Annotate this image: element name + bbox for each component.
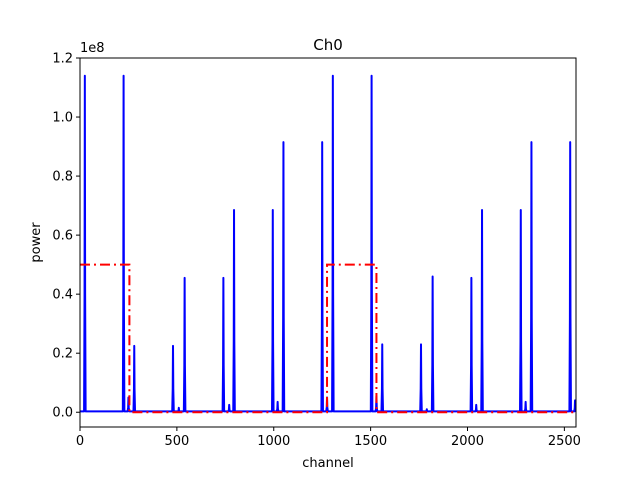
chart-title: Ch0 (313, 36, 343, 54)
axis-ticks: 0 500 1000 1500 2000 2500 0.0 0.2 0.4 0.6 0.8 1.0 1.… (52, 52, 581, 450)
x-tick-label: 2000 (451, 434, 484, 449)
x-tick-label: 1500 (354, 434, 387, 449)
y-tick-label: 1.2 (52, 52, 73, 67)
y-tick-label: 0.0 (52, 406, 73, 421)
x-axis-label: channel (302, 456, 353, 471)
y-tick-label: 0.4 (52, 288, 73, 303)
series-line-red (80, 263, 576, 414)
y-tick-label: 1.0 (52, 111, 73, 126)
x-tick-label: 0 (76, 434, 84, 449)
x-tick-label: 500 (164, 434, 189, 449)
y-tick-label: 0.8 (52, 170, 73, 185)
y-offset-label: 1e8 (80, 41, 105, 56)
axes-frame (79, 57, 577, 428)
x-tick-label: 1000 (257, 434, 290, 449)
x-tick-label: 2500 (548, 434, 581, 449)
y-tick-label: 0.6 (52, 229, 73, 244)
y-tick-label: 0.2 (52, 347, 73, 362)
plot-area (80, 74, 576, 414)
y-axis-label: power (29, 222, 44, 263)
